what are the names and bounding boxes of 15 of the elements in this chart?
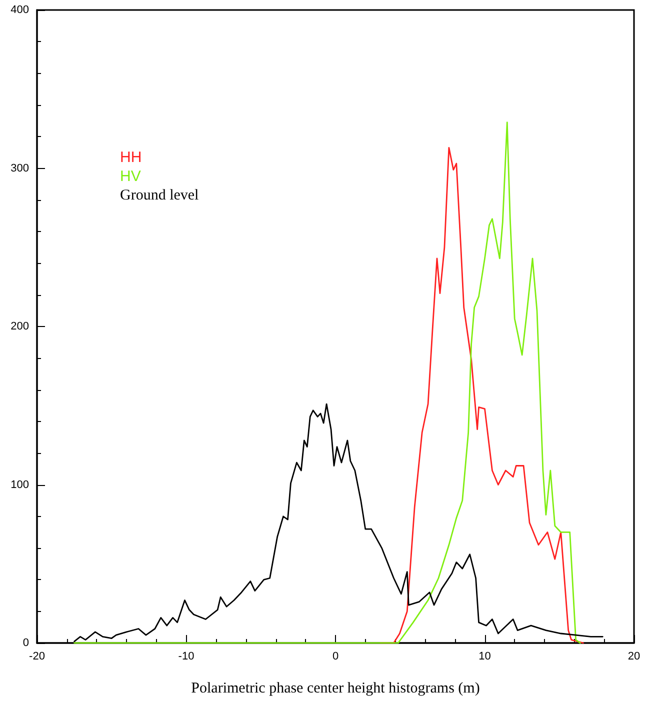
y-tick-label: 200: [10, 320, 29, 332]
text: HV: [120, 168, 141, 185]
text: Ground level: [120, 188, 199, 204]
x-tick-label: 20: [628, 650, 640, 662]
x-tick-label: -20: [29, 650, 45, 662]
y-tick-label: 300: [10, 162, 29, 174]
line-series: [74, 122, 581, 644]
text: HH: [120, 149, 142, 166]
x-tick-label: -10: [178, 650, 194, 662]
y-tick-label: 0: [22, 637, 29, 649]
y-tick-label: 100: [10, 478, 29, 491]
x-tick-label: 10: [478, 650, 491, 662]
x-tick-label: 0: [332, 650, 339, 662]
x-axis-title: Polarimetric phase center height histograms (m): [191, 680, 480, 696]
y-tick-label: 400: [10, 4, 29, 16]
